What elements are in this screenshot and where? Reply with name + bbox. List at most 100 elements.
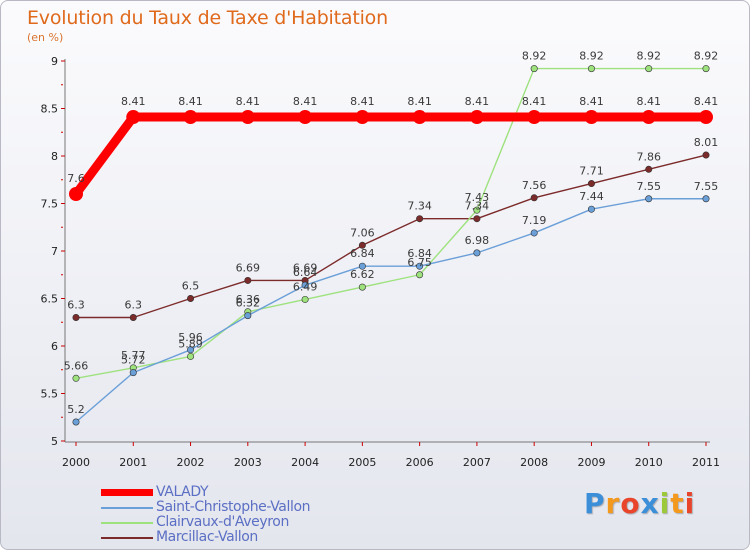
data-label: 8.92 (522, 50, 547, 63)
data-point (587, 180, 595, 188)
data-point (298, 110, 313, 125)
x-tick-label: 2011 (692, 456, 720, 469)
data-point (187, 352, 195, 360)
data-label: 7.55 (636, 180, 661, 193)
data-label: 8.41 (465, 95, 490, 108)
data-point (587, 65, 595, 73)
labels-layer: 6.3 6.3 6.5 6.69 6.69 7.06 7.34 7.34 7.56 7.71 7.8… (64, 50, 719, 416)
logo-letter: x (640, 487, 660, 520)
data-label: 7.71 (579, 165, 604, 178)
data-label: 8.41 (522, 95, 547, 108)
data-label: 8.01 (694, 136, 719, 149)
logo-letter: r (605, 487, 621, 520)
data-label: 6.98 (465, 234, 490, 247)
x-tick-label: 2009 (577, 456, 605, 469)
data-label: 8.92 (636, 50, 661, 63)
legend-swatch (101, 507, 153, 509)
data-label: 6.84 (350, 247, 375, 260)
data-point (584, 110, 599, 125)
series-saint-christophe-vallon (72, 195, 710, 426)
data-point (244, 276, 252, 284)
data-point (645, 165, 653, 173)
x-tick-label: 2008 (520, 456, 548, 469)
legend-label: VALADY (156, 484, 209, 500)
data-label: 7.34 (407, 200, 432, 213)
legend-swatch (101, 537, 153, 539)
data-label: 7.06 (350, 226, 375, 239)
data-label: 7.43 (465, 191, 490, 204)
data-point (129, 313, 137, 321)
data-label: 6.64 (293, 266, 318, 279)
data-label: 8.41 (178, 95, 203, 108)
x-tick-label: 2001 (119, 456, 147, 469)
y-tick-label: 8.5 (41, 103, 59, 116)
data-point (72, 374, 80, 382)
y-tick-label: 7.5 (41, 198, 59, 211)
data-point (702, 195, 710, 203)
data-point (645, 65, 653, 73)
data-label: 5.72 (121, 354, 146, 367)
axes: 5 5.5 6 6.5 7 7.5 8 8.5 9 2000 2001 2002 2003 2004 200… (41, 55, 721, 469)
series-line (75, 154, 707, 319)
data-point (301, 295, 309, 303)
data-point (240, 110, 255, 125)
data-point (473, 215, 481, 223)
x-tick-label: 2000 (62, 456, 90, 469)
data-point (416, 262, 424, 270)
series-layer (69, 65, 713, 426)
data-point (72, 418, 80, 426)
data-label: 6.69 (236, 261, 261, 274)
data-label: 5.66 (64, 359, 89, 372)
y-tick-label: 9 (51, 55, 58, 68)
series-marcillac-vallon (72, 151, 710, 321)
data-point (69, 187, 83, 201)
data-label: 6.69 (293, 261, 318, 274)
data-label: 6.62 (350, 268, 375, 281)
y-tick-label: 5.5 (41, 388, 59, 401)
data-point (530, 229, 538, 237)
data-point (699, 110, 713, 125)
logo-letter: o (620, 487, 641, 520)
data-point (244, 312, 252, 320)
data-point (72, 313, 80, 321)
data-label: 6.84 (407, 247, 432, 260)
series-line (75, 67, 707, 379)
data-point (641, 110, 656, 125)
chart-title: Evolution du Taux de Taxe d'Habitation (27, 7, 388, 29)
data-point (473, 206, 481, 214)
data-label: 8.41 (350, 95, 375, 108)
data-label: 8.41 (293, 95, 318, 108)
data-point (702, 65, 710, 73)
data-label: 7.34 (465, 200, 490, 213)
logo-letter: P (584, 487, 606, 520)
data-label: 7.19 (522, 214, 547, 227)
data-label: 8.92 (579, 50, 604, 63)
proxiti-logo: Proxiti (584, 487, 695, 520)
data-point (702, 151, 710, 159)
data-label: 8.92 (694, 50, 719, 63)
x-tick-label: 2004 (291, 456, 319, 469)
data-point (527, 110, 542, 125)
x-tick-label: 2006 (406, 456, 434, 469)
data-label: 7.6 (67, 172, 85, 185)
data-label: 7.44 (579, 190, 604, 203)
data-point (187, 294, 195, 302)
data-label: 8.41 (636, 95, 661, 108)
data-point (412, 110, 427, 125)
y-tick-label: 8 (51, 150, 58, 163)
y-tick-label: 7 (51, 245, 58, 258)
legend-label: Clairvaux-d'Aveyron (156, 514, 289, 530)
legend-label: Saint-Christophe-Vallon (156, 499, 311, 515)
data-point (416, 271, 424, 279)
y-tick-label: 6 (51, 340, 58, 353)
data-label: 5.96 (178, 331, 203, 344)
data-label: 8.41 (121, 95, 146, 108)
data-point (187, 346, 195, 354)
x-tick-label: 2003 (234, 456, 262, 469)
data-label: 8.41 (579, 95, 604, 108)
data-point (530, 194, 538, 202)
data-label: 6.49 (293, 280, 318, 293)
data-point (645, 195, 653, 203)
x-tick-label: 2002 (177, 456, 205, 469)
